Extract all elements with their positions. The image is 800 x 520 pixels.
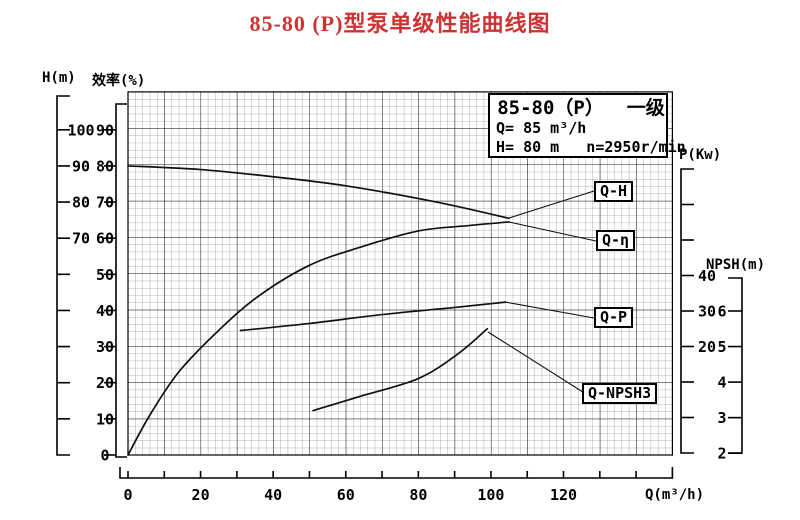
info-model: 85-80（P） 一级	[497, 97, 665, 119]
curve-q-h	[127, 165, 510, 220]
svg-text:0: 0	[100, 446, 109, 464]
svg-text:60: 60	[337, 486, 355, 504]
svg-text:40: 40	[96, 302, 114, 320]
axis-npsh-bracket	[728, 277, 743, 454]
axis-npsh-ticks: 6 5 4 3 2	[717, 303, 742, 463]
svg-text:70: 70	[72, 230, 90, 248]
svg-text:5: 5	[717, 338, 726, 356]
axis-title-eff: 效率(%)	[92, 73, 146, 89]
svg-text:90: 90	[72, 157, 90, 175]
axis-head-bracket	[56, 95, 70, 456]
svg-text:0: 0	[123, 486, 132, 504]
curve-label-q-h: Q-H	[594, 181, 634, 202]
axis-flow-bracket	[119, 467, 674, 479]
page-title: 85-80 (P)型泵单级性能曲线图	[249, 11, 551, 36]
svg-text:50: 50	[96, 266, 114, 284]
svg-text:120: 120	[550, 486, 577, 504]
svg-text:6: 6	[717, 303, 726, 321]
svg-text:10: 10	[96, 410, 114, 428]
curve-q-p	[239, 301, 507, 332]
axis-title-flow: Q(m³/h)	[645, 487, 705, 503]
svg-text:100: 100	[67, 121, 94, 139]
svg-text:40: 40	[698, 267, 716, 285]
svg-text:60: 60	[96, 230, 114, 248]
axis-flow-ticks: 0 20 40 60 80 100 120	[123, 471, 637, 504]
axis-title-power: P(Kw)	[679, 147, 722, 163]
svg-text:100: 100	[477, 486, 504, 504]
svg-text:80: 80	[72, 194, 90, 212]
svg-text:20: 20	[96, 374, 114, 392]
curve-label-q-npsh3: Q-NPSH3	[582, 383, 658, 404]
curve-q-npsh3	[312, 327, 489, 412]
axis-power-ticks: 40 30 20	[681, 203, 716, 419]
leader-q-h	[508, 190, 595, 219]
info-rated-flow: Q= 85 m³/h	[496, 119, 587, 137]
svg-text:80: 80	[409, 486, 427, 504]
leader-q-npsh3	[487, 331, 587, 395]
svg-text:30: 30	[698, 303, 716, 321]
svg-text:2: 2	[717, 445, 726, 463]
svg-text:20: 20	[698, 338, 716, 356]
curve-label-q-eta: Q-η	[596, 230, 636, 251]
axis-eff-bracket	[115, 103, 127, 458]
svg-text:80: 80	[96, 157, 114, 175]
svg-text:4: 4	[717, 374, 726, 392]
svg-text:30: 30	[96, 338, 114, 356]
axis-title-head: H(m)	[42, 70, 76, 86]
axis-eff-ticks: 90 80 70 60 50 40 30 20 10 0	[96, 121, 116, 464]
leader-q-p	[504, 301, 595, 319]
axis-head-ticks: 100 90 80 70	[57, 121, 95, 420]
axis-title-npsh: NPSH(m)	[706, 257, 766, 273]
curve-label-q-p: Q-P	[594, 307, 634, 328]
info-box: 85-80（P） 一级 Q= 85 m³/h H= 80 m n=2950r/m…	[488, 93, 686, 158]
svg-text:90: 90	[96, 121, 114, 139]
curve-q-eta	[127, 221, 510, 456]
info-rated-head-speed: H= 80 m n=2950r/min	[496, 138, 686, 156]
svg-text:3: 3	[717, 409, 726, 427]
svg-text:40: 40	[264, 486, 282, 504]
leader-q-eta	[508, 221, 597, 242]
svg-text:20: 20	[192, 486, 210, 504]
svg-text:70: 70	[96, 194, 114, 212]
